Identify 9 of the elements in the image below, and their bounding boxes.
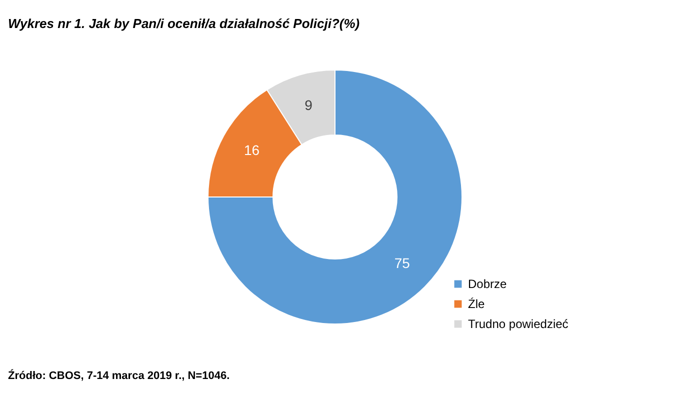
legend-label: Trudno powiedzieć — [468, 317, 568, 331]
legend-label: Dobrze — [468, 277, 508, 291]
text: Źródło: CBOS, 7-14 marca 2019 r., N=1046. — [8, 369, 230, 382]
chart-title: Wykres nr 1. Jak by Pan/i ocenił/a działalność Policji?(%) — [8, 16, 360, 31]
data-label: 75 — [394, 255, 410, 272]
legend-label: Źle — [468, 297, 485, 311]
data-label: 16 — [244, 142, 260, 158]
donut-slice — [208, 70, 462, 324]
data-label: 9 — [304, 96, 313, 113]
